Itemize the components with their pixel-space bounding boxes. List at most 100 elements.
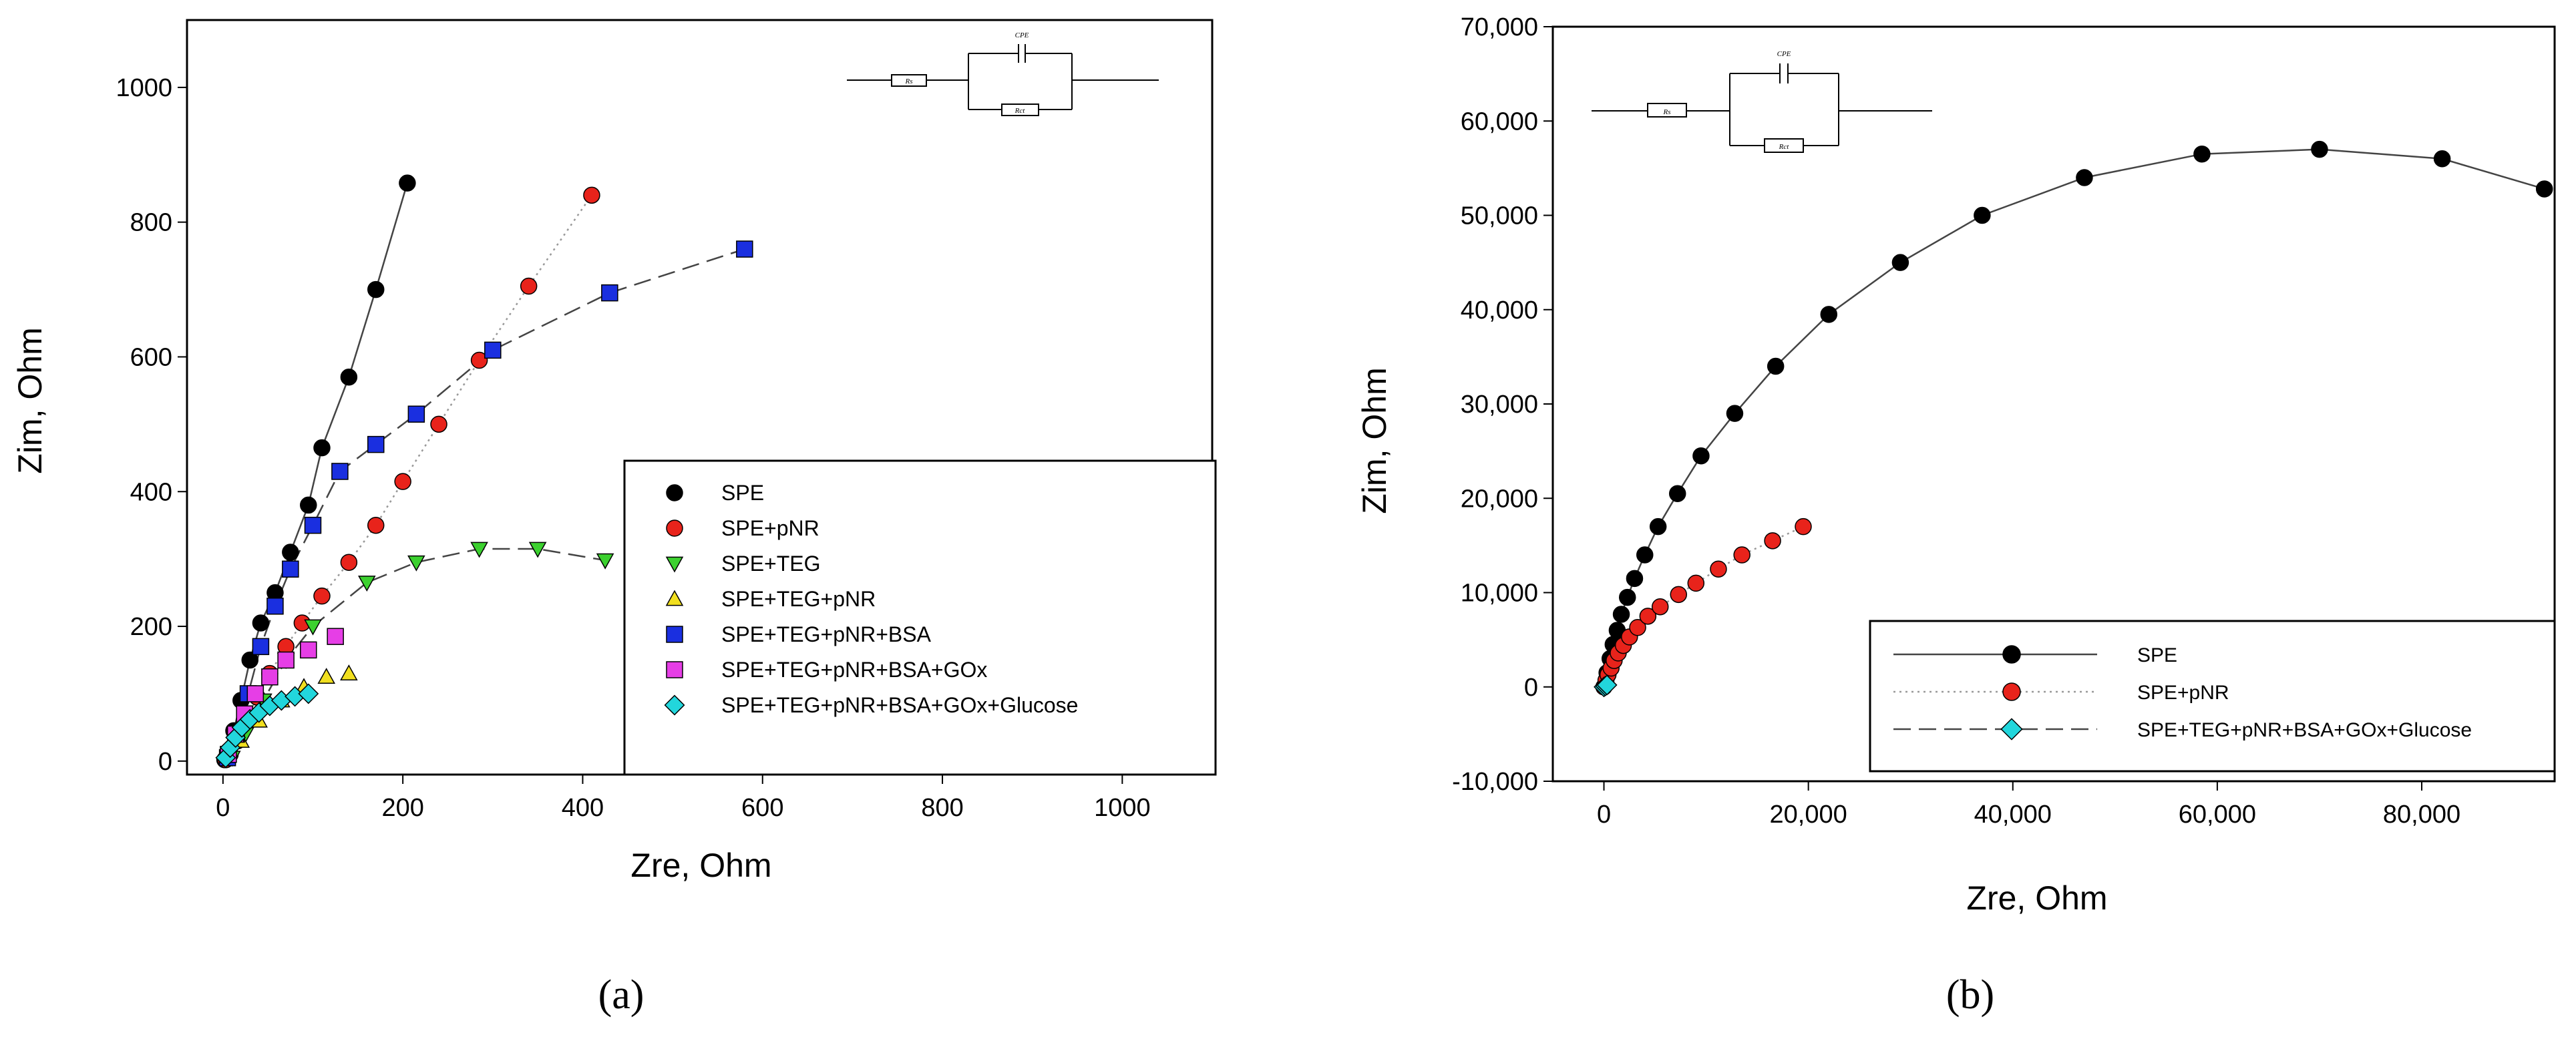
y-tick-label: 600 [130, 343, 172, 371]
legend-marker-spe-pnr [2002, 682, 2021, 701]
y-tick-label: 0 [1524, 674, 1538, 702]
chart-b: -10,000 0 10,000 20,000 30,000 40,000 50,000 60… [1356, 13, 2556, 1018]
legend-label-spe: SPE [721, 481, 764, 505]
chart-a-circuit-r2-label: Rct [1015, 107, 1026, 115]
chart-b-circuit-r2-label: Rct [1779, 143, 1790, 151]
chart-b-x-axis: 0 20,000 40,000 60,000 80,000 [1597, 781, 2460, 829]
x-tick-label: 1000 [1094, 794, 1151, 822]
data-point-spe-pnr [430, 415, 447, 433]
data-point-spe-teg [304, 619, 322, 636]
chart-b-series-lines [1603, 148, 2545, 688]
series-line-spe [1603, 148, 2545, 688]
y-tick-label: 70,000 [1461, 13, 1538, 41]
data-point-spe [300, 496, 317, 514]
x-tick-label: 20,000 [1770, 801, 1847, 829]
data-point-spe-pnr [1670, 586, 1688, 604]
legend-label-spe: SPE [2137, 644, 2177, 666]
y-tick-label: 50,000 [1461, 202, 1538, 230]
legend-label-spe-teg-pnr-bsa-gox-glucose: SPE+TEG+pNR+BSA+GOx+Glucose [721, 693, 1078, 717]
x-tick-label: 0 [216, 794, 230, 822]
chart-a-y-axis: 0 200 400 600 800 1000 [116, 74, 187, 776]
data-point-spe-teg-pnr-bsa [407, 405, 425, 423]
data-point-spe-pnr [1733, 546, 1751, 564]
y-tick-label: 20,000 [1461, 485, 1538, 513]
data-point-spe [340, 368, 358, 386]
series-line-spe-pnr [1603, 526, 1804, 688]
data-point-spe [367, 280, 385, 298]
chart-b-markers [1594, 140, 2553, 698]
data-point-spe [1974, 206, 1991, 224]
data-point-spe [241, 651, 259, 669]
series-line-spe [224, 182, 409, 761]
data-point-spe-pnr [394, 473, 411, 490]
legend-marker-spe [666, 484, 683, 501]
data-point-spe-teg [358, 576, 376, 592]
legend-marker-spe-teg-pnr [665, 590, 684, 606]
data-point-spe-teg-pnr-bsa-gox-glucose [298, 683, 319, 704]
chart-b-circuit-r1-label: Rs [1663, 108, 1671, 116]
x-tick-label: 400 [562, 794, 604, 822]
data-point-spe [399, 174, 416, 192]
chart-b-y-axis: -10,000 0 10,000 20,000 30,000 40,000 50,000 60… [1452, 13, 1553, 796]
y-tick-label: 400 [130, 478, 172, 506]
chart-a-circuit-cpe-label: CPE [1015, 31, 1029, 39]
data-point-spe [1692, 447, 1710, 465]
data-point-spe [2535, 180, 2553, 198]
data-point-spe-pnr [313, 587, 331, 605]
series-line-spe-teg [231, 548, 606, 759]
data-point-spe-pnr [1651, 598, 1669, 616]
legend-marker-spe-teg-pnr-bsa-gox [666, 661, 683, 678]
legend-label-spe-pnr: SPE+pNR [2137, 682, 2229, 704]
y-tick-label: 10,000 [1461, 580, 1538, 608]
data-point-spe [2193, 145, 2211, 163]
data-point-spe-teg-pnr-bsa [736, 240, 753, 258]
chart-a-legend: SPE SPE+pNR SPE+TEG SPE+TEG+pNR SPE+TEG+pNR+… [623, 459, 1217, 776]
legend-label-spe-teg-pnr-bsa-gox-glucose: SPE+TEG+pNR+BSA+GOx+Glucose [2137, 719, 2472, 741]
y-tick-label: 60,000 [1461, 108, 1538, 136]
y-tick-label: 1000 [116, 74, 172, 102]
x-tick-label: 800 [921, 794, 963, 822]
y-tick-label: 40,000 [1461, 296, 1538, 325]
y-tick-label: -10,000 [1452, 768, 1538, 796]
data-point-spe [252, 614, 270, 632]
x-tick-label: 60,000 [2179, 801, 2256, 829]
chart-b-xlabel: Zre, Ohm [1966, 879, 2107, 917]
data-point-spe-teg-pnr-bsa [266, 598, 284, 615]
chart-b-legend: SPE SPE+pNR SPE+TEG+pNR+BSA+GOx+Glucose [1869, 620, 2556, 773]
data-point-spe [1626, 570, 1644, 588]
data-point-spe [1618, 588, 1636, 606]
legend-label-spe-teg-pnr-bsa: SPE+TEG+pNR+BSA [721, 622, 932, 646]
legend-marker-spe [2002, 645, 2021, 664]
data-point-spe-teg-pnr-bsa [367, 435, 385, 453]
data-point-spe-teg-pnr-bsa [282, 560, 299, 578]
data-point-spe-teg-pnr-bsa-gox [277, 651, 295, 669]
y-tick-label: 200 [130, 613, 172, 641]
legend-marker-spe-teg-pnr-bsa-gox-glucose [664, 694, 685, 716]
data-point-spe-teg-pnr-bsa-gox [261, 668, 279, 686]
data-point-spe-teg-pnr-bsa [252, 638, 270, 656]
data-point-spe-pnr [1710, 560, 1727, 578]
y-tick-label: 800 [130, 209, 172, 237]
legend-label-spe-teg: SPE+TEG [721, 552, 821, 576]
data-point-spe-teg-pnr [317, 668, 335, 684]
data-point-spe-teg-pnr-bsa [304, 516, 322, 534]
chart-a-markers [215, 174, 753, 769]
data-point-spe [1726, 405, 1744, 422]
data-point-spe [313, 439, 331, 457]
chart-a-circuit-r1-label: Rs [905, 77, 913, 85]
chart-b-panel-label: (b) [1946, 972, 1994, 1018]
data-point-spe [1820, 306, 1838, 323]
data-point-spe-pnr [340, 554, 358, 571]
data-point-spe [1612, 606, 1630, 623]
chart-a-panel-label: (a) [598, 972, 645, 1018]
data-point-spe-teg-pnr-bsa-gox [327, 628, 344, 645]
x-tick-label: 200 [381, 794, 423, 822]
data-point-spe-pnr [1629, 619, 1646, 636]
data-point-spe [1649, 517, 1667, 536]
chart-b-circuit-inset [1592, 63, 1932, 153]
x-tick-label: 600 [741, 794, 783, 822]
legend-label-spe-teg-pnr-bsa-gox: SPE+TEG+pNR+BSA+GOx [721, 658, 987, 682]
data-point-spe-pnr [1687, 574, 1705, 592]
data-point-spe [1767, 357, 1785, 375]
